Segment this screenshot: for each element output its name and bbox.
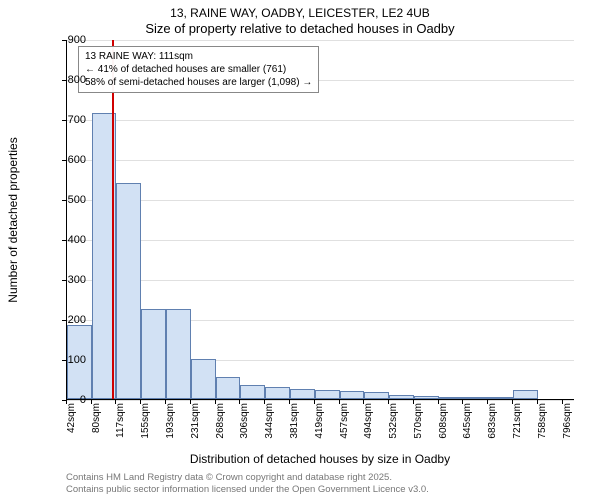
histogram-bar [389, 395, 414, 399]
xtick-label: 381sqm [289, 403, 300, 447]
xtick-label: 457sqm [339, 403, 350, 447]
histogram-bar [240, 385, 265, 399]
xtick-label: 42sqm [66, 403, 77, 447]
chart-title: 13, RAINE WAY, OADBY, LEICESTER, LE2 4UB [0, 6, 600, 20]
xtick-label: 268sqm [215, 403, 226, 447]
ytick-label: 400 [46, 234, 86, 246]
xtick-label: 721sqm [512, 403, 523, 447]
ytick-label: 300 [46, 274, 86, 286]
xtick-label: 608sqm [438, 403, 449, 447]
xtick-label: 231sqm [190, 403, 201, 447]
histogram-bar [166, 309, 191, 399]
histogram-bar [290, 389, 315, 399]
ytick-label: 200 [46, 314, 86, 326]
gridline [67, 280, 574, 281]
xtick-label: 419sqm [314, 403, 325, 447]
histogram-bar [116, 183, 141, 399]
ytick-label: 900 [46, 34, 86, 46]
ytick-label: 500 [46, 194, 86, 206]
histogram-bar [364, 392, 389, 399]
xtick-label: 306sqm [239, 403, 250, 447]
ytick-label: 100 [46, 354, 86, 366]
histogram-bar [463, 397, 488, 399]
gridline [67, 120, 574, 121]
annotation-box: 13 RAINE WAY: 111sqm ← 41% of detached h… [78, 46, 319, 93]
histogram-bar [141, 309, 166, 399]
xtick-label: 117sqm [115, 403, 126, 447]
histogram-bar [513, 390, 537, 399]
xtick-label: 758sqm [537, 403, 548, 447]
gridline [67, 400, 574, 401]
marker-line [112, 40, 114, 399]
xtick-label: 645sqm [462, 403, 473, 447]
credit-line-1: Contains HM Land Registry data © Crown c… [66, 472, 429, 484]
histogram-bar [191, 359, 215, 399]
x-axis-label: Distribution of detached houses by size … [66, 452, 574, 466]
gridline [67, 40, 574, 41]
annotation-line-1: 13 RAINE WAY: 111sqm [85, 50, 312, 63]
chart-subtitle: Size of property relative to detached ho… [0, 21, 600, 36]
credit-line-2: Contains public sector information licen… [66, 484, 429, 496]
xtick-label: 570sqm [413, 403, 424, 447]
xtick-label: 155sqm [140, 403, 151, 447]
xtick-label: 683sqm [487, 403, 498, 447]
xtick-label: 344sqm [264, 403, 275, 447]
credit-text: Contains HM Land Registry data © Crown c… [66, 472, 429, 496]
xtick-label: 796sqm [562, 403, 573, 447]
histogram-bar [414, 396, 439, 399]
xtick-label: 494sqm [363, 403, 374, 447]
histogram-bar [439, 397, 463, 399]
plot-area [66, 40, 574, 400]
gridline [67, 240, 574, 241]
xtick-label: 193sqm [165, 403, 176, 447]
y-axis-label: Number of detached properties [6, 137, 20, 302]
ytick-label: 600 [46, 154, 86, 166]
gridline [67, 200, 574, 201]
histogram-bar [340, 391, 364, 399]
histogram-bar [216, 377, 241, 399]
annotation-line-3: 58% of semi-detached houses are larger (… [85, 76, 312, 89]
xtick-label: 532sqm [388, 403, 399, 447]
histogram-bar [265, 387, 289, 399]
ytick-label: 700 [46, 114, 86, 126]
xtick-label: 80sqm [91, 403, 102, 447]
ytick-label: 800 [46, 74, 86, 86]
gridline [67, 160, 574, 161]
histogram-bar [488, 397, 513, 399]
annotation-line-2: ← 41% of detached houses are smaller (76… [85, 63, 312, 76]
histogram-bar [315, 390, 340, 399]
